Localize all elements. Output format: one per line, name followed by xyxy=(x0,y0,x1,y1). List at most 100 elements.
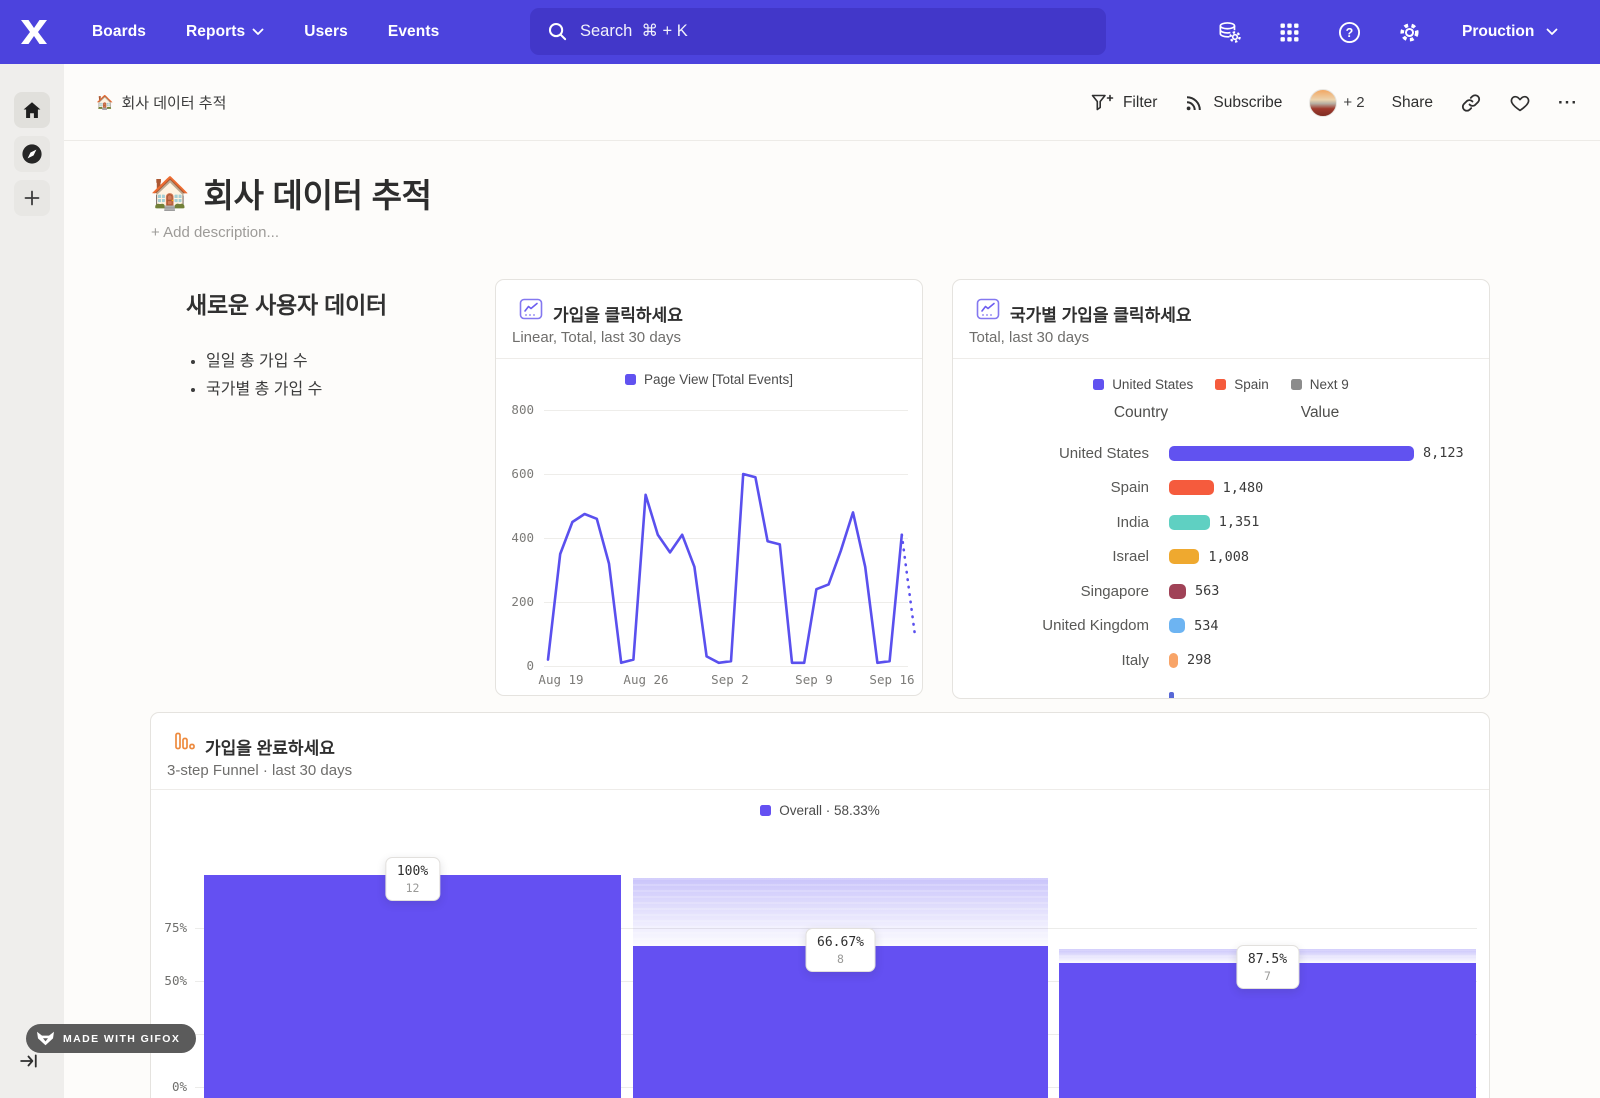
settings-gear-icon xyxy=(1399,22,1419,42)
favorite-button[interactable] xyxy=(1509,92,1531,113)
board-toolbar: 🏠 회사 데이터 추적 Filter Subscribe + 2 Share xyxy=(64,64,1600,141)
column-header-value: Value xyxy=(1300,404,1340,421)
line-chart-legend[interactable]: Page View [Total Events] xyxy=(496,372,922,387)
breadcrumb[interactable]: 🏠 회사 데이터 추적 xyxy=(96,64,226,141)
legend-item[interactable]: United States xyxy=(1093,377,1193,392)
rss-icon xyxy=(1187,95,1202,110)
country-bar[interactable] xyxy=(1169,583,1186,599)
database-gear-icon xyxy=(1218,21,1241,43)
legend-label: Spain xyxy=(1234,377,1269,392)
avatar[interactable] xyxy=(1309,88,1338,117)
text-tile-heading: 새로운 사용자 데이터 xyxy=(186,292,388,318)
country-bar[interactable] xyxy=(1169,652,1178,668)
board-actions: Filter Subscribe + 2 Share xyxy=(1090,64,1578,141)
country-chart-card[interactable]: 국가별 가입을 클릭하세요 Total, last 30 days United… xyxy=(952,279,1490,699)
text-tile[interactable]: 새로운 사용자 데이터 일일 총 가입 수 국가별 총 가입 수 xyxy=(186,286,486,404)
funnel-step-tooltip: 100% 12 xyxy=(384,857,441,901)
nav-item-boards[interactable]: Boards xyxy=(92,23,146,41)
heart-icon xyxy=(1510,95,1530,112)
country-label: United Kingdom xyxy=(1042,617,1149,635)
settings-button[interactable] xyxy=(1391,14,1427,50)
legend-label: Next 9 xyxy=(1309,377,1349,392)
nav-item-reports[interactable]: Reports xyxy=(186,23,264,41)
gifox-badge[interactable]: MADE WITH GIFOX xyxy=(26,1024,197,1053)
help-button[interactable]: ? xyxy=(1331,14,1367,50)
project-name: Prouction xyxy=(1462,23,1535,40)
country-row[interactable]: Singapore 563 xyxy=(953,574,1489,609)
country-label: India xyxy=(1116,513,1149,531)
expand-sidebar-icon[interactable] xyxy=(20,1052,38,1070)
funnel-step-tooltip: 66.67% 8 xyxy=(805,927,876,972)
country-row[interactable]: Italy 298 xyxy=(953,643,1489,678)
funnel-legend[interactable]: Overall · 58.33% xyxy=(151,803,1489,818)
line-plot[interactable] xyxy=(540,400,922,676)
card-subtitle: Total, last 30 days xyxy=(969,329,1090,346)
country-row[interactable]: Israel 1,008 xyxy=(953,540,1489,575)
card-title[interactable]: 국가별 가입을 클릭하세요 xyxy=(1010,306,1192,325)
collaborators[interactable]: + 2 xyxy=(1309,88,1365,117)
country-chart-legend[interactable]: United States Spain Next 9 xyxy=(953,377,1489,392)
column-header-country: Country xyxy=(1113,404,1169,421)
global-search[interactable] xyxy=(530,8,1106,55)
funnel-step-count: 8 xyxy=(837,951,844,966)
legend-swatch xyxy=(760,805,772,816)
divider xyxy=(151,789,1489,790)
country-value: 1,351 xyxy=(1218,514,1260,531)
mixpanel-logo-icon[interactable] xyxy=(17,15,51,49)
funnel-step-count: 12 xyxy=(405,881,420,895)
nav-label: Reports xyxy=(186,23,246,40)
country-bar[interactable] xyxy=(1169,445,1414,461)
divider xyxy=(953,358,1489,359)
country-row[interactable]: United States 8,123 xyxy=(953,436,1489,471)
share-label: Share xyxy=(1391,93,1434,111)
gridline xyxy=(544,410,908,411)
country-bar[interactable] xyxy=(1169,618,1186,634)
data-management-button[interactable] xyxy=(1211,14,1247,50)
country-row[interactable]: United Kingdom 534 xyxy=(953,609,1489,644)
subscribe-button[interactable]: Subscribe xyxy=(1184,93,1282,113)
country-row[interactable]: India 1,351 xyxy=(953,505,1489,540)
svg-text:?: ? xyxy=(1345,25,1353,39)
legend-swatch xyxy=(1215,379,1227,390)
country-bar[interactable] xyxy=(1169,480,1214,496)
nav-item-events[interactable]: Events xyxy=(388,23,439,41)
breadcrumb-title: 회사 데이터 추적 xyxy=(121,95,227,112)
apps-grid-button[interactable] xyxy=(1271,14,1307,50)
list-item: 일일 총 가입 수 xyxy=(206,348,486,376)
country-label: Spain xyxy=(1110,479,1149,497)
line-chart-card[interactable]: 가입을 클릭하세요 Linear, Total, last 30 days Pa… xyxy=(495,279,923,696)
legend-item[interactable]: Spain xyxy=(1215,377,1269,392)
y-axis-tick: 600 xyxy=(511,466,534,481)
filter-button[interactable]: Filter xyxy=(1090,93,1157,113)
rail-create-button[interactable] xyxy=(14,180,50,216)
page-title[interactable]: 🏠 회사 데이터 추적 xyxy=(150,169,432,217)
card-title[interactable]: 가입을 완료하세요 xyxy=(205,739,335,758)
rail-home-button[interactable] xyxy=(14,92,50,128)
nav-item-users[interactable]: Users xyxy=(304,23,348,41)
card-title[interactable]: 가입을 클릭하세요 xyxy=(553,306,683,325)
help-icon: ? xyxy=(1338,21,1360,43)
y-axis-tick: 400 xyxy=(511,530,534,545)
rail-discover-button[interactable] xyxy=(14,136,50,172)
funnel-chart-card[interactable]: 가입을 완료하세요 3-step Funnel · last 30 days O… xyxy=(150,712,1490,1098)
subscribe-label: Subscribe xyxy=(1213,93,1283,111)
country-row[interactable]: Spain 1,480 xyxy=(953,471,1489,506)
more-options-button[interactable]: ··· xyxy=(1558,93,1578,113)
link-icon xyxy=(1461,93,1481,112)
country-label: Singapore xyxy=(1080,582,1149,600)
list-item: 국가별 총 가입 수 xyxy=(206,376,486,404)
country-bar[interactable] xyxy=(1169,514,1210,530)
x-axis-tick: Aug 26 xyxy=(623,672,669,687)
share-button[interactable]: Share xyxy=(1392,94,1433,112)
funnel-bar[interactable] xyxy=(204,875,621,1098)
legend-item[interactable]: Next 9 xyxy=(1290,377,1349,392)
search-input[interactable] xyxy=(580,22,1020,41)
add-description-button[interactable]: + Add description... xyxy=(151,224,279,241)
line-chart-card-icon xyxy=(976,298,1000,320)
apps-grid-icon xyxy=(1279,22,1299,42)
country-label: Italy xyxy=(1121,651,1149,669)
copy-link-button[interactable] xyxy=(1460,92,1482,114)
country-bar[interactable] xyxy=(1169,549,1200,565)
legend-swatch xyxy=(1093,379,1105,390)
project-switcher[interactable]: Prouction xyxy=(1462,0,1558,64)
